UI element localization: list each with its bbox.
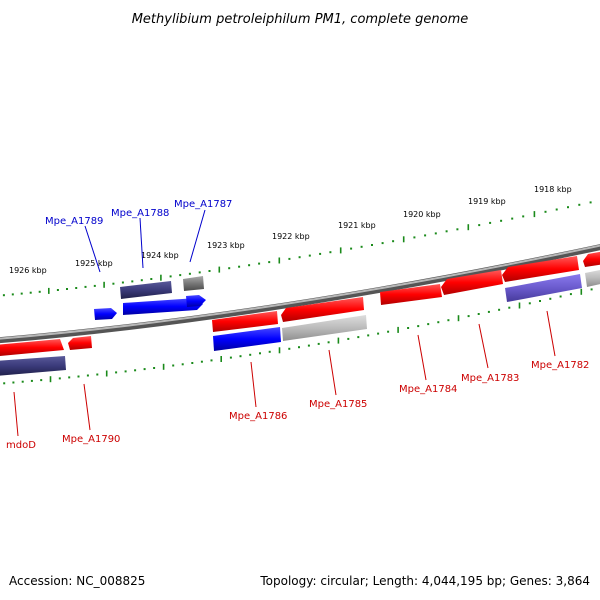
gene-arrow-mpe-a1786-inner[interactable]	[213, 327, 281, 351]
gene-mpe-a1788[interactable]	[120, 281, 203, 315]
tick-label-1923: 1923 kbp	[207, 241, 245, 250]
gene-mpe-a1784[interactable]	[380, 284, 442, 305]
leader-line-mpe-a1782	[546, 310, 556, 357]
gene-label-mpe-a1782[interactable]: Mpe_A1782	[531, 360, 589, 371]
gene-label-mpe-a1789[interactable]: Mpe_A1789	[45, 216, 103, 227]
gene-arrow-partial-right-outer[interactable]	[583, 251, 600, 267]
gene-arrow-mpe-a1788-inner[interactable]	[123, 298, 203, 315]
gene-arrow-mpe-a1789[interactable]	[94, 308, 117, 320]
gene-label-mpe-a1787[interactable]: Mpe_A1787	[174, 199, 232, 210]
gene-mpe-a1789[interactable]	[94, 308, 117, 320]
gene-arrow-mdod-outer[interactable]	[0, 339, 64, 356]
gene-arrow-mpe-a1790[interactable]	[68, 336, 92, 350]
gene-arrow-mpe-a1785-outer[interactable]	[281, 297, 364, 322]
gene-arrow-partial-right-inner[interactable]	[585, 269, 600, 287]
tick-label-1921: 1921 kbp	[338, 221, 376, 230]
genes-forward-strand	[0, 251, 600, 376]
genes-reverse-strand	[94, 276, 206, 320]
tick-label-1918: 1918 kbp	[534, 185, 572, 194]
gene-mdod[interactable]	[0, 339, 66, 376]
gene-mpe-a1785[interactable]	[281, 297, 367, 341]
gene-arrow-mpe-a1782-outer[interactable]	[502, 256, 579, 282]
gene-arrow-mpe-a1783[interactable]	[441, 270, 503, 295]
leader-line-mpe-a1789	[84, 225, 101, 273]
tick-label-1919: 1919 kbp	[468, 197, 506, 206]
gene-label-mpe-a1783[interactable]: Mpe_A1783	[461, 373, 519, 384]
leader-lines-red	[13, 310, 556, 437]
leader-line-mpe-a1786	[250, 361, 257, 408]
tick-label-1925: 1925 kbp	[75, 259, 113, 268]
map-title: Methylibium petroleiphilum PM1, complete…	[132, 12, 469, 27]
leader-line-mpe-a1788	[139, 217, 144, 269]
tick-label-1924: 1924 kbp	[141, 251, 179, 260]
tick-label-1926: 1926 kbp	[9, 266, 47, 275]
topology-text: Topology: circular; Length: 4,044,195 bp…	[260, 574, 590, 588]
leader-line-mpe-a1783	[478, 323, 489, 369]
genome-backbone-highlight	[0, 244, 600, 340]
gene-mpe-a1782[interactable]	[502, 256, 582, 302]
accession-text: Accession: NC_008825	[9, 574, 146, 588]
gene-label-mpe-a1785[interactable]: Mpe_A1785	[309, 399, 367, 410]
gene-arrow-mpe-a1782-inner[interactable]	[505, 274, 582, 302]
leader-line-mdod	[13, 391, 19, 437]
gene-arrow-mpe-a1786-outer[interactable]	[212, 311, 278, 332]
gene-label-mdod[interactable]: mdoD	[6, 440, 36, 451]
gene-mpe-a1783[interactable]	[441, 270, 503, 295]
leader-line-mpe-a1784	[417, 334, 427, 381]
gene-mpe-a1787[interactable]	[183, 276, 206, 307]
gene-label-mpe-a1786[interactable]: Mpe_A1786	[229, 411, 287, 422]
gene-mpe-a1790[interactable]	[68, 336, 92, 350]
gene-label-mpe-a1784[interactable]: Mpe_A1784	[399, 384, 457, 395]
leader-line-mpe-a1787	[189, 209, 206, 263]
gene-arrow-mpe-a1787-outer[interactable]	[183, 276, 204, 291]
genome-backbone	[0, 244, 600, 344]
gene-partial-right[interactable]	[583, 251, 600, 287]
outer-tick-ruler	[2, 201, 592, 297]
gene-label-mpe-a1790[interactable]: Mpe_A1790	[62, 434, 120, 445]
tick-label-1920: 1920 kbp	[403, 210, 441, 219]
gene-mpe-a1786[interactable]	[212, 311, 281, 351]
leader-line-mpe-a1785	[328, 349, 337, 396]
leader-lines-blue	[84, 209, 206, 273]
gene-label-mpe-a1788[interactable]: Mpe_A1788	[111, 208, 169, 219]
gene-arrow-mpe-a1788-outer[interactable]	[120, 281, 172, 299]
inner-tick-ruler	[3, 288, 593, 385]
gene-arrow-mpe-a1785-inner[interactable]	[282, 315, 367, 341]
gene-arrow-mdod-inner[interactable]	[0, 356, 66, 376]
tick-label-1922: 1922 kbp	[272, 232, 310, 241]
leader-line-mpe-a1790	[83, 383, 91, 431]
gene-arrow-mpe-a1784[interactable]	[380, 284, 442, 305]
gene-arrow-mpe-a1787-inner[interactable]	[186, 295, 206, 307]
